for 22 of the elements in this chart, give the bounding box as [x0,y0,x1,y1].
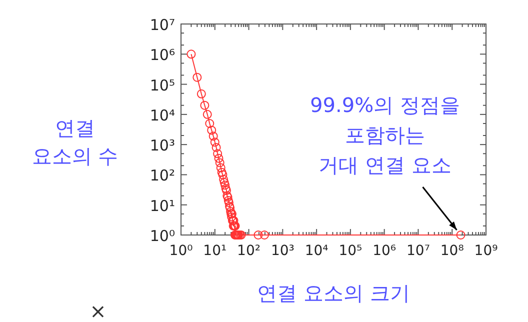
x-tick-label: 10⁸ [440,243,464,259]
y-tick-label: 10⁴ [150,106,175,124]
y-tick-label: 10¹ [150,196,175,215]
y-axis-title: 연결 요소의 수 [32,116,118,168]
y-tick-label: 10⁷ [150,16,175,34]
x-tick-label: 10⁶ [372,243,396,259]
x-tick-label: 10⁹ [474,243,498,259]
y-tick-label: 10³ [150,136,175,155]
x-tick-label: 10² [237,243,260,259]
y-tick-label: 10² [150,166,175,185]
y-tick-label: 10⁵ [150,76,175,94]
annotation: 99.9%의 정점을 포함하는 거대 연결 요소 [310,93,460,177]
x-tick-label: 10⁴ [304,243,329,259]
x-tick-label: 10³ [270,243,294,259]
x-tick-label: 10⁷ [406,243,430,259]
y-tick-label: 10⁶ [150,46,175,64]
text: × [90,299,106,322]
y-tick-label: 10⁰ [150,227,175,245]
x-tick-label: 10⁵ [338,243,362,259]
x-tick-label: 10¹ [203,243,227,259]
x-tick-label: 10⁰ [169,243,194,259]
x-axis-title: 연결 요소의 크기 [257,281,410,305]
